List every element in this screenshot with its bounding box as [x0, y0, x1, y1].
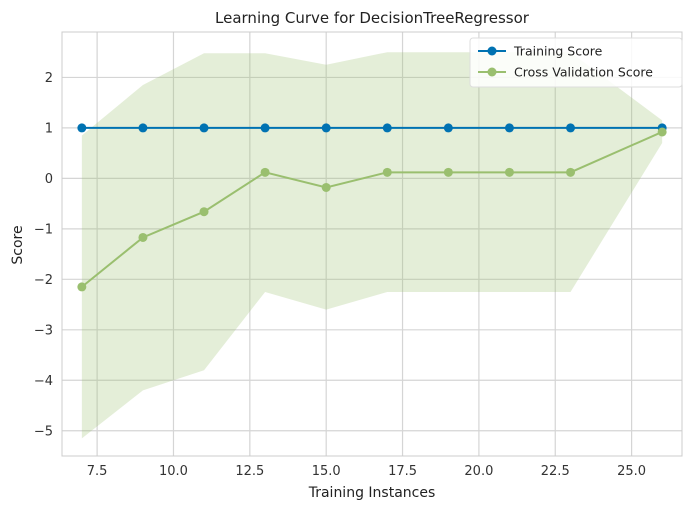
- series-lines: [81, 126, 663, 288]
- y-tick-label: 0: [45, 172, 53, 187]
- x-tick-label: 7.5: [87, 464, 108, 479]
- training-score-point: [77, 123, 87, 133]
- legend-cv-marker: [487, 67, 497, 77]
- cv-score-point: [504, 167, 514, 177]
- legend-box: [469, 37, 683, 88]
- cv-score-point: [657, 127, 667, 137]
- training-score-point: [443, 123, 453, 133]
- training-score-point: [382, 123, 392, 133]
- x-tick-label: 10.0: [159, 464, 188, 479]
- cv-score-band: [81, 52, 663, 439]
- cv-score-line: [81, 131, 663, 288]
- plot-background: [62, 32, 682, 456]
- y-tick-label: −3: [34, 323, 53, 338]
- training-score-point: [260, 123, 270, 133]
- x-tick-label: 22.5: [541, 464, 570, 479]
- cv-score-point: [260, 167, 270, 177]
- y-tick-label: −1: [34, 222, 53, 237]
- legend-training-marker: [487, 46, 497, 56]
- y-tick-label: −4: [34, 374, 53, 389]
- y-tick-label: 1: [45, 121, 53, 136]
- training-score-point: [199, 123, 209, 133]
- y-tick-label: 2: [45, 71, 53, 86]
- y-tick-label: −5: [34, 424, 53, 439]
- training-score-point: [504, 123, 514, 133]
- legend: Training Score Cross Validation Score: [469, 37, 683, 88]
- x-axis-label: Training Instances: [308, 485, 436, 501]
- cv-score-point: [382, 167, 392, 177]
- series-points: [77, 123, 667, 292]
- y-axis-ticks: 2 1 0 −1 −2 −3 −4 −5: [34, 71, 53, 439]
- cv-score-point: [443, 167, 453, 177]
- cv-score-band-area: [81, 52, 663, 439]
- y-tick-label: −2: [34, 273, 53, 288]
- training-score-point: [566, 123, 576, 133]
- training-score-point: [138, 123, 148, 133]
- cv-score-point: [321, 182, 331, 192]
- x-axis-ticks: 7.5 10.0 12.5 15.0 17.5 20.0 22.5 25.0: [87, 464, 646, 479]
- x-tick-label: 15.0: [312, 464, 341, 479]
- training-score-point: [321, 123, 331, 133]
- cv-score-point: [138, 232, 148, 242]
- chart-title: Learning Curve for DecisionTreeRegressor: [215, 9, 530, 27]
- plot-frame: [61, 31, 683, 457]
- legend-cv-label: Cross Validation Score: [514, 65, 653, 80]
- x-tick-label: 25.0: [617, 464, 646, 479]
- x-tick-label: 17.5: [388, 464, 417, 479]
- cv-score-point: [77, 282, 87, 292]
- cv-score-point: [566, 167, 576, 177]
- legend-training-label: Training Score: [513, 44, 603, 59]
- y-axis-label: Score: [10, 225, 26, 264]
- x-tick-label: 12.5: [235, 464, 264, 479]
- x-tick-label: 20.0: [464, 464, 493, 479]
- cv-score-point: [199, 207, 209, 217]
